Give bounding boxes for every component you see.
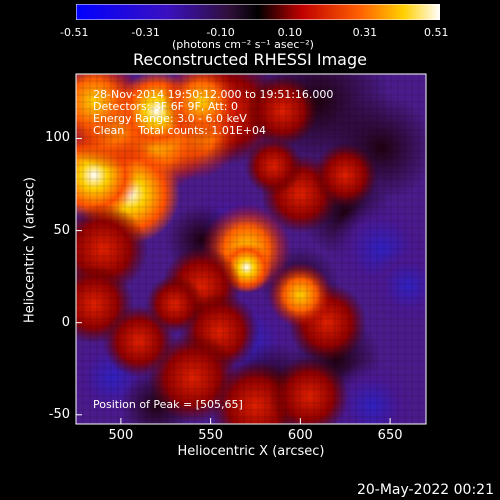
x-tick-label: 650: [377, 428, 403, 443]
y-tick-label: -50: [48, 406, 70, 422]
colorbar-tick-label: -0.10: [206, 26, 235, 39]
counts-annotation: Clean Total counts: 1.01E+04: [93, 124, 267, 137]
heatmap-feature: [312, 143, 378, 208]
energy-range-annotation: Energy Range: 3.0 - 6.0 keV: [93, 112, 247, 125]
heatmap-feature: [268, 262, 333, 328]
colorbar-units-label: (photons cm⁻² s⁻¹ asec⁻²): [172, 38, 314, 51]
y-tick-label: 0: [61, 314, 70, 330]
heatmap-feature: [146, 275, 204, 333]
detectors-annotation: Detectors: 3F 6F 9F, Att: 0: [93, 100, 238, 113]
colorbar-tick-label: 0.51: [424, 26, 449, 39]
colorbar: [76, 4, 440, 20]
peak-position-annotation: Position of Peak = [505,65]: [93, 398, 243, 411]
heatmap-feature: [244, 137, 303, 195]
y-tick-label: 50: [53, 222, 70, 238]
x-tick-label: 600: [287, 428, 313, 443]
heatmap-feature: [327, 360, 418, 424]
heatmap-feature: [269, 356, 349, 424]
x-tick-label: 550: [198, 428, 224, 443]
colorbar-tick-label: 0.10: [277, 26, 303, 39]
time-range-annotation: 28-Nov-2014 19:50:12.000 to 19:51:16.000: [93, 88, 334, 101]
heatmap-image: [76, 74, 426, 424]
colorbar-tick-label: -0.51: [60, 26, 89, 39]
heatmap-feature: [162, 74, 242, 142]
colorbar-tick-label: 0.31: [352, 26, 378, 39]
x-axis-label: Heliocentric X (arcsec): [177, 444, 325, 459]
x-tick-label: 500: [108, 428, 134, 443]
y-axis-label: Heliocentric Y (arcsec): [22, 177, 38, 323]
colorbar-tick-label: -0.31: [131, 26, 160, 39]
timestamp-footer: 20-May-2022 00:21: [356, 482, 494, 498]
y-tick-label: 100: [45, 130, 70, 146]
heatmap-feature: [368, 246, 426, 326]
chart-title: Reconstructed RHESSI Image: [133, 50, 367, 69]
heatmap-feature: [246, 74, 319, 147]
